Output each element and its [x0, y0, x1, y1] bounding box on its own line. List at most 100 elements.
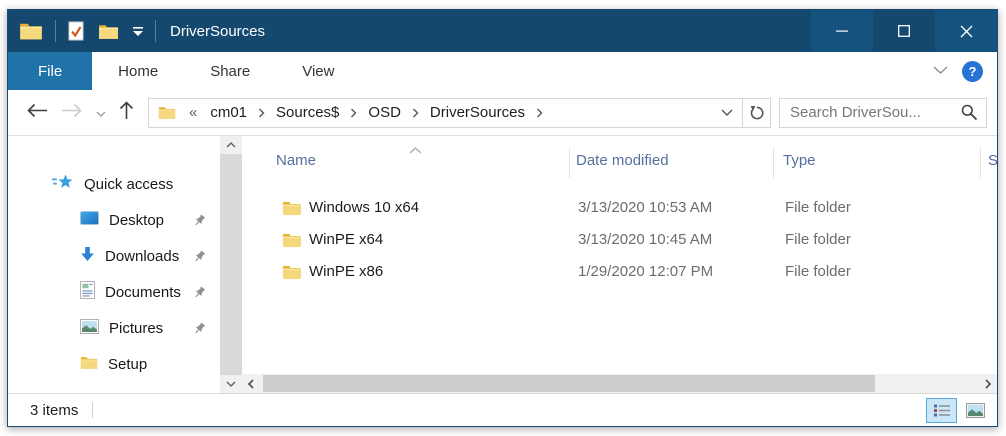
- pin-icon: [193, 214, 206, 227]
- sidebar-item-label: Desktop: [109, 211, 165, 229]
- folder-icon: [80, 355, 98, 374]
- column-divider[interactable]: [773, 148, 774, 178]
- sidebar-scrollbar[interactable]: [220, 136, 242, 393]
- breadcrumb-osd[interactable]: OSD: [368, 104, 401, 121]
- breadcrumb-cm01[interactable]: cm01: [210, 104, 248, 121]
- file-date-modified: 1/29/2020 12:07 PM: [578, 263, 714, 280]
- scroll-right-icon[interactable]: [979, 374, 997, 393]
- large-icons-view-button[interactable]: [960, 398, 991, 423]
- sidebar-item-label: Documents: [105, 283, 181, 301]
- column-divider[interactable]: [980, 148, 981, 178]
- file-date-modified: 3/13/2020 10:53 AM: [578, 199, 713, 216]
- scroll-down-icon[interactable]: [220, 375, 242, 393]
- sidebar-item-documents[interactable]: Documents: [8, 274, 220, 310]
- explorer-window: DriverSources File Home Share View ?: [7, 9, 998, 427]
- details-view-button[interactable]: [926, 397, 957, 423]
- sidebar-item-label: Pictures: [109, 319, 164, 337]
- scroll-left-icon[interactable]: [242, 374, 260, 393]
- sort-ascending-icon[interactable]: [409, 141, 422, 159]
- search-box[interactable]: [779, 97, 987, 128]
- documents-icon: [80, 281, 95, 303]
- search-icon[interactable]: [961, 104, 986, 121]
- sidebar-item-setup[interactable]: Setup: [8, 346, 220, 382]
- pin-icon: [193, 322, 206, 335]
- address-bar[interactable]: « cm01 Sources$ OSD DriverSources: [148, 97, 771, 128]
- column-header-size[interactable]: Size: [988, 152, 997, 169]
- ribbon-tab-row: File Home Share View ?: [8, 52, 997, 90]
- forward-button[interactable]: [61, 103, 83, 123]
- file-type: File folder: [785, 199, 851, 216]
- status-divider: [92, 402, 94, 418]
- column-header-date-modified[interactable]: Date modified: [576, 152, 669, 169]
- scroll-up-icon[interactable]: [220, 136, 242, 154]
- tab-share[interactable]: Share: [210, 62, 251, 80]
- qat-customize-dropdown-icon[interactable]: [131, 25, 145, 38]
- file-name[interactable]: WinPE x64: [309, 231, 384, 248]
- file-type: File folder: [785, 263, 851, 280]
- status-bar: 3 items: [8, 393, 997, 426]
- sidebar-item-label: Quick access: [84, 175, 174, 193]
- qat-new-folder-icon[interactable]: [96, 21, 121, 42]
- refresh-button[interactable]: [742, 98, 770, 127]
- address-dropdown-chevron-icon[interactable]: [712, 99, 742, 127]
- breadcrumb-chevron-icon[interactable]: [346, 108, 361, 118]
- column-header-type[interactable]: Type: [783, 152, 816, 169]
- column-divider[interactable]: [569, 148, 570, 178]
- titlebar-separator: [155, 20, 156, 42]
- address-folder-icon: [149, 105, 183, 120]
- window-title: DriverSources: [170, 22, 266, 40]
- folder-icon: [80, 391, 98, 393]
- column-header-name[interactable]: Name: [276, 152, 317, 169]
- file-name[interactable]: Windows 10 x64: [309, 199, 420, 216]
- tab-home[interactable]: Home: [118, 62, 159, 80]
- folder-icon: [282, 200, 302, 221]
- file-name[interactable]: WinPE x86: [309, 263, 384, 280]
- file-rows: Windows 10 x64 3/13/2020 10:53 AM File f…: [242, 193, 997, 289]
- file-row-windows-10-x64[interactable]: Windows 10 x64 3/13/2020 10:53 AM File f…: [242, 193, 997, 225]
- close-button[interactable]: [935, 10, 997, 52]
- horizontal-scrollbar[interactable]: [242, 374, 997, 393]
- sidebar-item-downloads[interactable]: Downloads: [8, 238, 220, 274]
- breadcrumb-sources[interactable]: Sources$: [276, 104, 340, 121]
- breadcrumb-overflow[interactable]: «: [189, 104, 198, 121]
- file-row-winpe-x64[interactable]: WinPE x64 3/13/2020 10:45 AM File folder: [242, 225, 997, 257]
- folder-icon: [282, 232, 302, 253]
- sidebar-item-label: Setup: [108, 355, 148, 373]
- downloads-icon: [80, 246, 95, 266]
- sidebar-item-quick-access[interactable]: Quick access: [8, 166, 220, 202]
- tab-view[interactable]: View: [302, 62, 335, 80]
- app-folder-icon: [17, 19, 45, 43]
- titlebar: DriverSources: [8, 10, 997, 52]
- breadcrumb-chevron-icon[interactable]: [254, 108, 269, 118]
- sidebar-item-desktop[interactable]: Desktop: [8, 202, 220, 238]
- pin-icon: [193, 286, 206, 299]
- qat-properties-icon[interactable]: [66, 19, 86, 43]
- sidebar-item-partial[interactable]: [8, 382, 220, 393]
- back-button[interactable]: [26, 103, 48, 123]
- help-button[interactable]: ?: [962, 60, 983, 82]
- breadcrumb-chevron-icon[interactable]: [532, 108, 547, 118]
- maximize-button[interactable]: [873, 10, 935, 52]
- breadcrumb-chevron-icon[interactable]: [408, 108, 423, 118]
- quick-access-star-icon: [52, 174, 74, 195]
- file-list-pane: Name Date modified Type Size Windows 10 …: [242, 136, 997, 393]
- expand-ribbon-chevron-icon[interactable]: [933, 62, 948, 80]
- minimize-button[interactable]: [811, 10, 873, 52]
- sidebar-item-label: Downloads: [105, 247, 180, 265]
- file-type: File folder: [785, 231, 851, 248]
- search-input[interactable]: [780, 104, 961, 121]
- recent-locations-chevron-icon[interactable]: [96, 104, 106, 122]
- tab-file[interactable]: File: [8, 52, 93, 90]
- file-row-winpe-x86[interactable]: WinPE x86 1/29/2020 12:07 PM File folder: [242, 257, 997, 289]
- sidebar-item-pictures[interactable]: Pictures: [8, 310, 220, 346]
- column-headers: Name Date modified Type Size: [242, 148, 997, 178]
- breadcrumb-driversources[interactable]: DriverSources: [429, 104, 525, 121]
- navigation-toolbar: « cm01 Sources$ OSD DriverSources: [8, 90, 997, 136]
- folder-icon: [282, 264, 302, 285]
- scrollbar-thumb[interactable]: [263, 375, 875, 392]
- desktop-icon: [80, 211, 99, 229]
- up-button[interactable]: [119, 100, 134, 125]
- scrollbar-thumb[interactable]: [220, 154, 242, 375]
- main-area: Quick access Desktop Downloads: [8, 136, 997, 393]
- item-count: 3 items: [30, 401, 79, 419]
